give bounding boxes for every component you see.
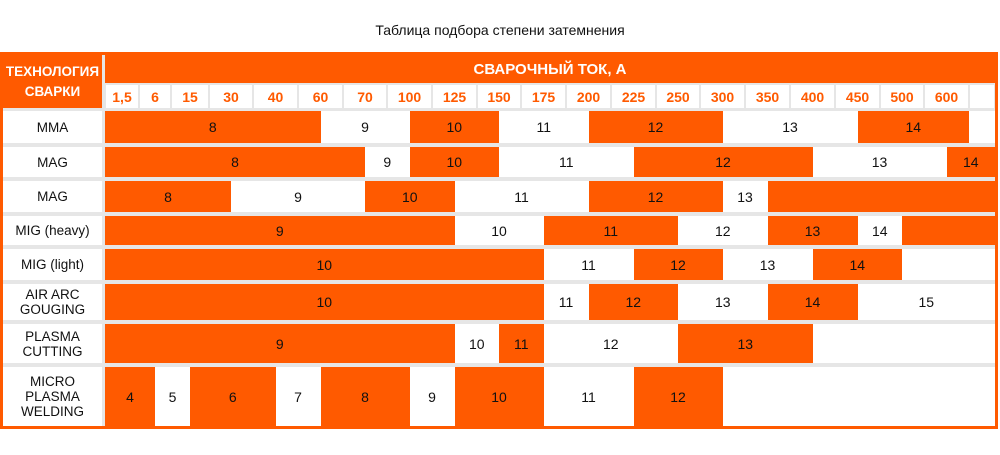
empty-segment (767, 181, 995, 212)
current-column-label: 450 (836, 85, 879, 108)
current-column-label: 60 (299, 85, 342, 108)
row-label-technology: MAG (3, 147, 102, 177)
shade-segment: 12 (633, 147, 813, 177)
shade-segment: 12 (633, 249, 723, 280)
current-column-label: 70 (344, 85, 386, 108)
shade-segment: 12 (678, 216, 768, 245)
shade-segment: 11 (543, 284, 589, 320)
shade-segment: 8 (320, 367, 410, 426)
empty-segment (902, 249, 995, 280)
chart-title: Таблица подбора степени затемнения (375, 22, 625, 38)
shade-segment: 13 (722, 249, 813, 280)
shade-segment: 8 (105, 111, 321, 143)
shade-segment: 14 (767, 284, 858, 320)
empty-segment (722, 367, 995, 426)
shade-segment: 13 (812, 147, 947, 177)
row-label-technology: MIG (heavy) (3, 216, 102, 245)
current-column-label: 300 (701, 85, 744, 108)
current-column-label: 225 (612, 85, 655, 108)
shade-segment: 11 (499, 111, 589, 143)
row-label-technology: MAG (3, 181, 102, 212)
shade-segment: 11 (543, 367, 634, 426)
shade-segment: 11 (499, 324, 544, 363)
shade-segment: 14 (812, 249, 902, 280)
shade-segment: 13 (678, 284, 768, 320)
shade-segment: 12 (633, 367, 723, 426)
shade-segment: 9 (105, 324, 455, 363)
row-label-technology: PLASMA CUTTING (3, 324, 102, 363)
shade-segment: 14 (857, 111, 969, 143)
shade-segment: 10 (409, 111, 499, 143)
shade-segment: 9 (365, 147, 410, 177)
shade-segment: 10 (105, 249, 544, 280)
shade-segment: 9 (409, 367, 455, 426)
shade-segment: 11 (543, 216, 678, 245)
current-column-label: 30 (210, 85, 252, 108)
shade-segment: 14 (946, 147, 995, 177)
shade-segment: 10 (454, 216, 544, 245)
row-label-technology: MIG (light) (3, 249, 102, 280)
current-column-label: 15 (172, 85, 208, 108)
shade-segment: 13 (678, 324, 813, 363)
empty-segment (969, 111, 995, 143)
row-label-technology: AIR ARC GOUGING (3, 284, 102, 320)
row-label-technology: MICRO PLASMA WELDING (3, 367, 102, 426)
shade-segment: 12 (588, 181, 723, 212)
shade-segment: 13 (767, 216, 858, 245)
empty-segment (812, 324, 995, 363)
shade-segment: 9 (231, 181, 365, 212)
shade-segment: 13 (722, 111, 858, 143)
shade-segment: 10 (454, 367, 544, 426)
current-column-label (970, 85, 994, 108)
empty-segment (902, 216, 995, 245)
current-column-label: 125 (433, 85, 476, 108)
shade-segment: 9 (320, 111, 410, 143)
shade-segment: 5 (155, 367, 190, 426)
shade-segment: 7 (275, 367, 321, 426)
shade-segment: 11 (499, 147, 634, 177)
shade-segment: 12 (543, 324, 678, 363)
current-column-label: 150 (478, 85, 520, 108)
current-column-label: 500 (881, 85, 923, 108)
current-column-label: 400 (791, 85, 834, 108)
shade-segment: 15 (857, 284, 995, 320)
shade-segment: 12 (588, 111, 723, 143)
shade-segment: 8 (105, 147, 365, 177)
current-column-label: 250 (657, 85, 699, 108)
shade-segment: 9 (105, 216, 455, 245)
shade-segment: 6 (190, 367, 276, 426)
current-header: СВАРОЧНЫЙ ТОК, А (105, 55, 995, 83)
current-column-label: 175 (522, 85, 565, 108)
current-column-label: 350 (746, 85, 789, 108)
current-column-label: 200 (567, 85, 610, 108)
shade-segment: 10 (409, 147, 499, 177)
current-column-label: 100 (388, 85, 431, 108)
shade-segment: 13 (722, 181, 768, 212)
row-label-technology: MMA (3, 111, 102, 143)
technology-header: ТЕХНОЛОГИЯ СВАРКИ (3, 55, 102, 108)
shade-segment: 10 (105, 284, 544, 320)
shade-segment: 10 (365, 181, 455, 212)
shade-segment: 8 (105, 181, 231, 212)
shade-segment: 12 (588, 284, 678, 320)
current-column-label: 600 (925, 85, 968, 108)
shade-segment: 14 (857, 216, 902, 245)
shade-segment: 11 (454, 181, 589, 212)
current-column-label: 6 (140, 85, 170, 108)
shade-segment: 4 (105, 367, 155, 426)
shade-segment: 11 (543, 249, 634, 280)
current-column-label: 1,5 (106, 85, 138, 108)
current-column-label: 40 (254, 85, 297, 108)
shade-segment: 10 (454, 324, 499, 363)
